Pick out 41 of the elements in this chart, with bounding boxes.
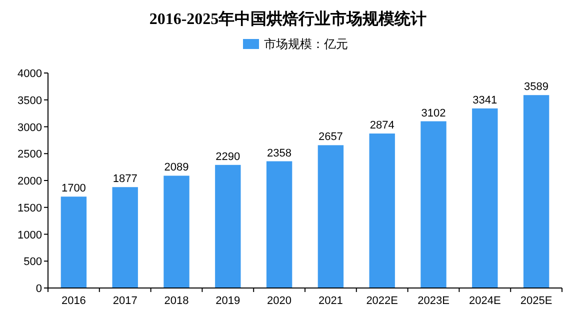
x-tick-label: 2021 [318, 295, 343, 307]
bar [472, 108, 498, 288]
y-tick-label: 500 [24, 256, 42, 268]
data-label: 2089 [164, 162, 189, 174]
bar [369, 134, 395, 288]
bar [215, 164, 241, 288]
x-tick-label: 2018 [164, 295, 189, 307]
data-label: 2657 [318, 131, 343, 144]
x-tick-label: 2020 [267, 295, 292, 307]
data-label: 2358 [267, 147, 292, 160]
legend-label: 市场规模：亿元 [264, 37, 348, 51]
bar [420, 121, 446, 288]
x-tick-label: 2025E [520, 295, 552, 307]
y-tick-label: 2000 [18, 176, 42, 188]
y-tick-label: 4000 [18, 68, 42, 80]
bar [318, 145, 344, 288]
x-tick-label: 2019 [216, 295, 240, 307]
data-label: 3341 [472, 94, 498, 106]
x-tick-label: 2022E [366, 295, 398, 307]
y-tick-label: 3500 [18, 94, 42, 107]
x-tick-label: 2024E [468, 295, 501, 307]
bar [266, 161, 292, 288]
bar [60, 196, 87, 288]
bar [112, 187, 138, 288]
x-tick-label: 2017 [112, 295, 138, 307]
x-tick-label: 2023E [418, 295, 450, 307]
bar [164, 176, 190, 288]
data-label: 3589 [524, 81, 549, 94]
data-label: 2290 [216, 150, 240, 163]
bar [523, 95, 550, 288]
y-tick-label: 1500 [18, 202, 42, 214]
x-tick-label: 2016 [61, 295, 86, 307]
data-label: 2874 [370, 120, 394, 132]
data-label: 1700 [61, 182, 86, 195]
data-label: 1877 [112, 173, 138, 186]
data-label: 3102 [421, 107, 446, 120]
y-tick-label: 3000 [18, 122, 42, 134]
y-tick-label: 0 [36, 283, 42, 295]
y-tick-label: 1000 [18, 229, 42, 242]
y-tick-label: 2500 [18, 148, 42, 161]
chart-title: 2016-2025年中国烘焙行业市场规模统计 [149, 10, 427, 28]
